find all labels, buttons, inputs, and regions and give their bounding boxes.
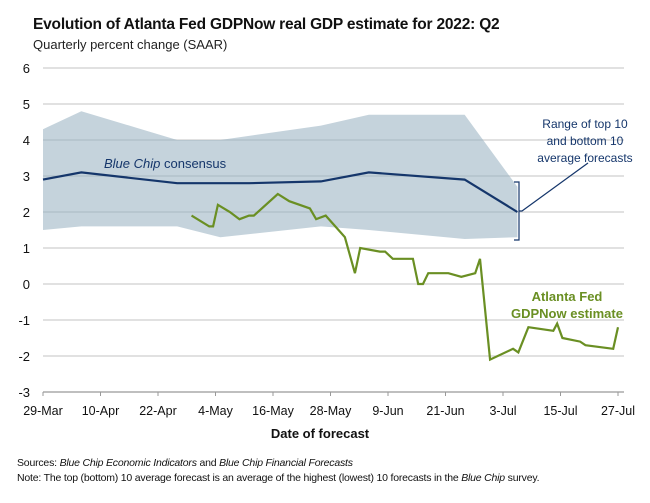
blue-chip-label: Blue Chip consensus (104, 156, 227, 171)
chart: 6 5 4 3 2 1 0 -1 -2 -3 29-Mar 10-Apr 22-Apr 4-May 16-… (18, 61, 635, 441)
x-tick-label: 15-Jul (543, 404, 577, 418)
y-tick-label: -2 (18, 349, 30, 364)
x-tick-label: 21-Jun (426, 404, 464, 418)
sources-label: Sources: (17, 457, 57, 469)
gdpnow-label-line2: GDPNow estimate (511, 306, 623, 321)
x-tick-label: 29-Mar (23, 404, 63, 418)
x-tick-label: 28-May (310, 404, 352, 418)
forecast-range-band (43, 111, 518, 239)
band-bracket (514, 162, 589, 241)
y-tick-label: 1 (23, 241, 30, 256)
gdpnow-label-line1: Atlanta Fed (532, 289, 603, 304)
chart-title: Evolution of Atlanta Fed GDPNow real GDP… (33, 16, 500, 33)
blue-chip-label-italic: Blue Chip (104, 156, 160, 171)
blue-chip-line (42, 171, 518, 213)
y-tick-label: 6 (23, 61, 30, 76)
y-tick-label: 4 (23, 133, 30, 148)
x-tick-label: 3-Jul (489, 404, 516, 418)
source-2: Blue Chip Financial Forecasts (219, 457, 353, 469)
blue-chip-label-rest: consensus (160, 156, 226, 171)
band-annotation-line2: and bottom 10 (547, 134, 624, 148)
note-label: Note: (17, 472, 42, 484)
gdpnow-line (190, 192, 620, 362)
x-tick-label: 9-Jun (372, 404, 403, 418)
x-tick-label: 10-Apr (82, 404, 120, 418)
sources-and: and (196, 457, 220, 469)
y-axis-label: Quarterly percent change (SAAR) (33, 37, 228, 52)
source-1: Blue Chip Economic Indicators (59, 457, 197, 469)
x-tick-label: 22-Apr (139, 404, 177, 418)
note-end: survey. (504, 472, 540, 484)
footnote: Note: The top (bottom) 10 average foreca… (17, 472, 540, 484)
note-italic: Blue Chip (461, 472, 505, 484)
note-text: The top (bottom) 10 average forecast is … (41, 472, 462, 484)
y-tick-label: 2 (23, 205, 30, 220)
y-tick-label: 0 (23, 277, 30, 292)
band-annotation-line1: Range of top 10 (542, 117, 628, 131)
y-tick-label: 5 (23, 97, 30, 112)
band-annotation-line3: average forecasts (537, 151, 632, 165)
x-axis-title: Date of forecast (271, 426, 370, 441)
y-tick-label: -1 (18, 313, 30, 328)
x-tick-label: 4-May (198, 404, 233, 418)
x-tick-label: 16-May (252, 404, 294, 418)
x-tick-label: 27-Jul (601, 404, 635, 418)
sources-note: Sources: Blue Chip Economic Indicators a… (17, 457, 353, 469)
y-tick-label: -3 (18, 385, 30, 400)
y-tick-label: 3 (23, 169, 30, 184)
